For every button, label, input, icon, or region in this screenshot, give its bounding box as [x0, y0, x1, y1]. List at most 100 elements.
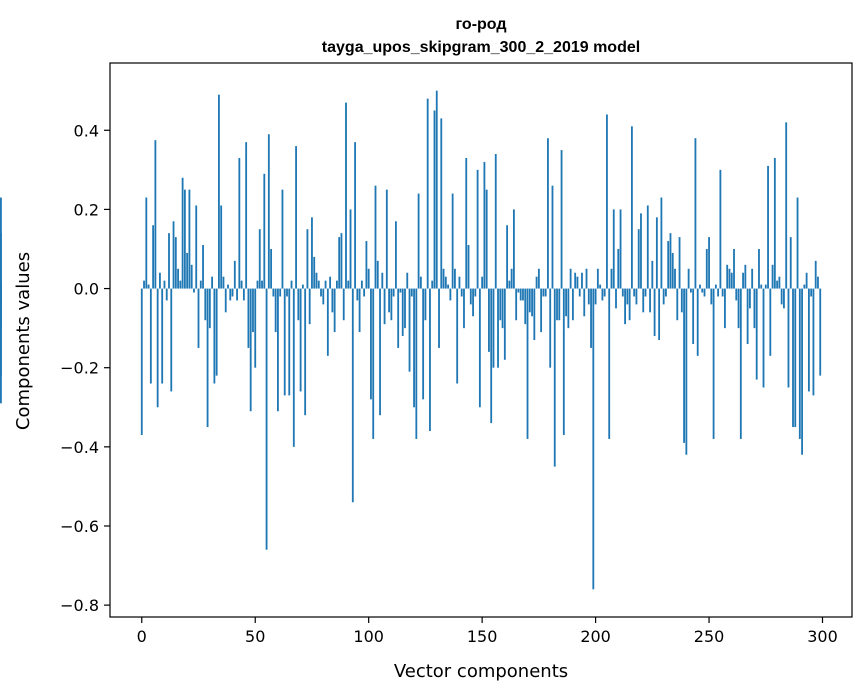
bar	[424, 288, 427, 321]
bar	[154, 140, 157, 289]
x-axis: 0 50 100 150 200 250 300	[137, 617, 838, 646]
bar	[662, 288, 665, 305]
bar	[224, 288, 227, 313]
bar	[699, 284, 701, 289]
bar	[728, 268, 731, 289]
bar	[376, 260, 379, 289]
x-tick-label: 0	[137, 627, 147, 646]
bar	[764, 284, 767, 289]
bar	[431, 280, 434, 289]
bar	[687, 268, 690, 289]
bar	[599, 284, 602, 289]
y-axis-label: Components values	[13, 252, 34, 430]
bar	[721, 288, 724, 297]
bar	[760, 284, 763, 289]
bar	[190, 264, 193, 289]
bar	[590, 288, 592, 348]
bar	[474, 288, 477, 297]
bar	[805, 272, 808, 289]
bar	[646, 205, 649, 289]
bar	[621, 288, 624, 297]
bar	[742, 272, 744, 289]
bar	[610, 268, 613, 289]
bar	[465, 157, 468, 289]
x-tick-label: 50	[245, 627, 265, 646]
bar	[689, 288, 692, 293]
bar	[304, 288, 307, 416]
bar	[247, 288, 250, 348]
bar	[435, 90, 438, 289]
bar	[286, 288, 288, 297]
bar	[499, 288, 502, 321]
bar	[447, 284, 450, 289]
x-tick-label: 150	[467, 627, 498, 646]
bar	[345, 102, 347, 289]
bar	[519, 288, 522, 301]
bar	[329, 276, 332, 289]
bar	[177, 268, 179, 289]
bar	[186, 252, 189, 289]
bar	[737, 288, 740, 329]
bar	[776, 280, 779, 289]
bar	[522, 288, 524, 301]
bar	[206, 288, 209, 428]
bar	[390, 288, 393, 321]
bar	[762, 288, 765, 388]
bar	[168, 233, 170, 289]
bar	[370, 288, 372, 400]
bar	[392, 288, 395, 297]
y-tick-label: −0.4	[60, 438, 99, 457]
bar	[556, 288, 558, 321]
bar	[708, 237, 710, 289]
bar	[152, 225, 155, 289]
bar	[193, 288, 195, 293]
y-tick-label: −0.6	[60, 517, 99, 536]
bar	[338, 237, 341, 289]
bar	[258, 229, 261, 289]
bar	[199, 280, 202, 289]
x-axis-label: Vector components	[394, 661, 568, 682]
bar	[803, 284, 806, 289]
bar	[438, 288, 440, 348]
bar	[542, 288, 545, 297]
bar	[508, 280, 511, 289]
bar	[458, 276, 461, 289]
bar	[331, 288, 334, 313]
bar	[497, 288, 499, 368]
bar	[658, 288, 661, 340]
bar	[342, 288, 345, 321]
bar	[596, 268, 599, 289]
bar	[213, 288, 216, 384]
bar	[161, 288, 164, 384]
bar	[676, 288, 679, 321]
bar	[197, 288, 200, 348]
bar	[526, 288, 529, 439]
y-tick-label: 0.4	[74, 121, 99, 140]
bar	[485, 189, 488, 289]
bar	[719, 169, 722, 289]
bar	[233, 260, 236, 289]
bar	[351, 288, 354, 503]
bar	[531, 288, 533, 317]
bar	[533, 288, 536, 340]
bar	[236, 288, 238, 301]
bar	[252, 288, 254, 333]
bar	[562, 288, 565, 435]
bar	[606, 114, 608, 289]
x-tick-label: 200	[580, 627, 611, 646]
bar	[263, 173, 266, 289]
bar	[578, 288, 581, 297]
bar	[413, 288, 415, 408]
bar	[576, 276, 579, 289]
bar	[478, 288, 481, 408]
bar	[472, 288, 474, 317]
bar	[202, 245, 204, 289]
bar	[181, 177, 184, 289]
bars-group	[0, 90, 822, 590]
bar	[798, 288, 801, 439]
bar	[324, 280, 327, 289]
bar	[660, 197, 663, 289]
bar	[637, 229, 640, 289]
bar	[726, 264, 729, 289]
bar	[612, 209, 615, 289]
